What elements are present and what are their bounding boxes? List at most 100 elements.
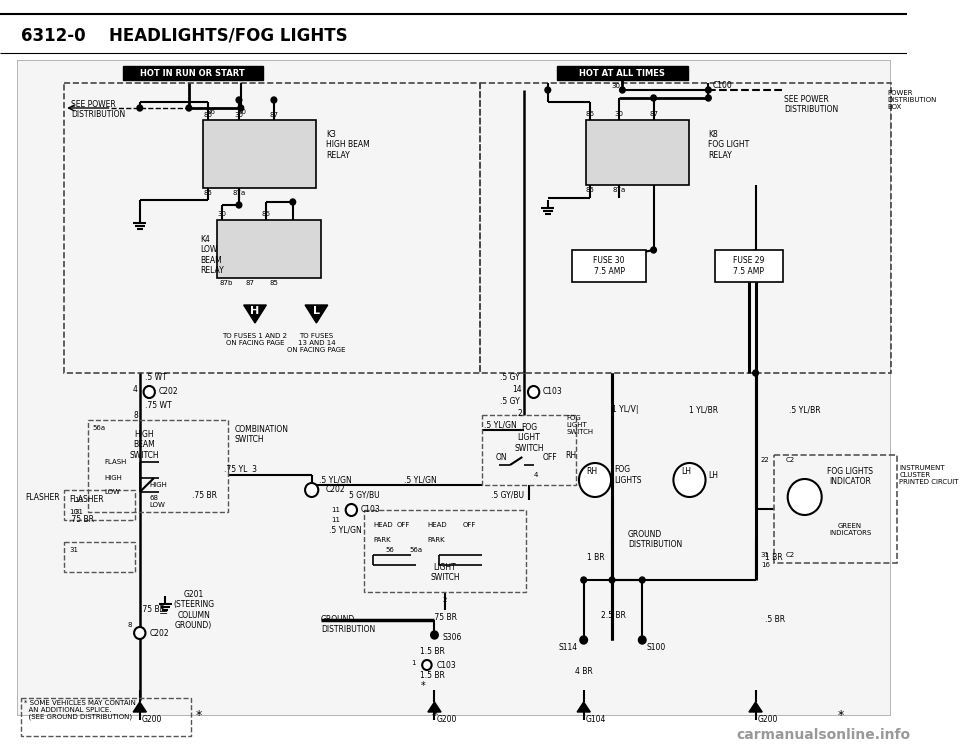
Text: 85: 85: [586, 187, 595, 193]
Bar: [17, 60, 890, 715]
Text: 1: 1: [411, 660, 416, 666]
Polygon shape: [133, 702, 146, 712]
Text: * SOME VEHICLES MAY CONTAIN
  AN ADDITIONAL SPLICE.
  (SEE GROUND DISTRIBUTION): * SOME VEHICLES MAY CONTAIN AN ADDITIONA…: [24, 700, 135, 721]
Text: 30: 30: [234, 112, 244, 118]
Text: C202: C202: [158, 387, 179, 397]
Text: FLASH: FLASH: [105, 459, 128, 465]
Text: 56a: 56a: [409, 547, 422, 553]
Text: *: *: [195, 709, 202, 721]
Text: 30: 30: [614, 111, 623, 117]
Text: 4 BR: 4 BR: [575, 668, 592, 677]
Text: 30: 30: [237, 109, 247, 115]
Polygon shape: [305, 305, 327, 323]
Text: TO FUSES
13 AND 14
ON FACING PAGE: TO FUSES 13 AND 14 ON FACING PAGE: [287, 333, 346, 353]
Circle shape: [545, 87, 551, 93]
Text: HIGH
BEAM
SWITCH: HIGH BEAM SWITCH: [130, 430, 159, 460]
Text: C202: C202: [325, 486, 346, 495]
Text: 31: 31: [760, 552, 770, 558]
Text: 2.5 BR: 2.5 BR: [601, 610, 625, 619]
Text: HIGH: HIGH: [149, 482, 167, 488]
Text: 16: 16: [760, 562, 770, 568]
Text: FUSE 29
7.5 AMP: FUSE 29 7.5 AMP: [733, 257, 765, 276]
Text: 68: 68: [149, 495, 158, 501]
Text: 85: 85: [270, 280, 278, 286]
Text: C103: C103: [437, 660, 456, 669]
Circle shape: [753, 370, 758, 376]
Text: 2: 2: [517, 409, 522, 418]
Text: L: L: [313, 306, 320, 316]
Polygon shape: [428, 702, 441, 712]
Text: 87: 87: [649, 111, 658, 117]
Text: 86: 86: [206, 109, 215, 115]
Text: *: *: [837, 709, 844, 721]
Text: 10: 10: [74, 497, 84, 503]
Text: C100: C100: [713, 81, 732, 90]
Text: 87: 87: [270, 112, 278, 118]
Text: INSTRUMENT
CLUSTER
PRINTED CIRCUIT: INSTRUMENT CLUSTER PRINTED CIRCUIT: [900, 465, 959, 485]
Text: HOT IN RUN OR START: HOT IN RUN OR START: [140, 69, 245, 78]
Text: GROUND
DISTRIBUTION: GROUND DISTRIBUTION: [322, 615, 375, 634]
Circle shape: [422, 660, 432, 670]
Text: H: H: [251, 306, 259, 316]
Text: 1 BR: 1 BR: [765, 554, 782, 562]
Circle shape: [706, 87, 711, 93]
Text: 14: 14: [513, 386, 522, 395]
Text: K4
LOW
BEAM
RELAY: K4 LOW BEAM RELAY: [201, 235, 224, 275]
Text: PARK: PARK: [373, 537, 391, 543]
Text: 1 BR: 1 BR: [587, 554, 605, 562]
Circle shape: [236, 202, 242, 208]
Circle shape: [137, 105, 143, 111]
Circle shape: [346, 504, 357, 516]
Text: 86: 86: [262, 211, 271, 217]
Bar: [480, 83, 891, 373]
Text: K3
HIGH BEAM
RELAY: K3 HIGH BEAM RELAY: [325, 130, 370, 160]
Bar: [222, 255, 243, 268]
Text: PARK: PARK: [428, 537, 445, 543]
Text: C103: C103: [543, 387, 563, 397]
Text: 6312-0: 6312-0: [21, 27, 85, 45]
Text: .75 BR: .75 BR: [140, 606, 165, 615]
Text: FOG LIGHTS
INDICATOR: FOG LIGHTS INDICATOR: [827, 467, 873, 486]
Text: HEAD: HEAD: [373, 522, 393, 528]
Bar: [64, 83, 480, 373]
Text: HIGH: HIGH: [105, 475, 123, 481]
Text: .75 BR: .75 BR: [192, 491, 217, 500]
Text: 8: 8: [128, 622, 132, 628]
Circle shape: [706, 95, 711, 101]
Text: S100: S100: [647, 644, 666, 653]
Text: 11: 11: [331, 507, 340, 513]
Bar: [217, 220, 322, 278]
Text: C103: C103: [361, 506, 380, 515]
Text: COMBINATION
SWITCH: COMBINATION SWITCH: [234, 425, 288, 445]
Circle shape: [639, 577, 645, 583]
Circle shape: [186, 105, 192, 111]
Bar: [64, 542, 135, 572]
Text: 11: 11: [331, 517, 340, 523]
Text: FLASHER: FLASHER: [25, 494, 60, 503]
Bar: [364, 510, 526, 592]
Bar: [21, 698, 191, 736]
Text: FLASHER: FLASHER: [69, 495, 104, 504]
Bar: [207, 160, 231, 176]
Text: 1.5 BR: 1.5 BR: [420, 648, 445, 656]
Text: FUSE 30
7.5 AMP: FUSE 30 7.5 AMP: [593, 257, 625, 276]
Circle shape: [144, 386, 155, 398]
Circle shape: [271, 97, 276, 103]
Text: 4: 4: [534, 472, 538, 478]
Text: LIGHT
SWITCH: LIGHT SWITCH: [430, 562, 460, 582]
Bar: [123, 66, 263, 80]
Text: 87b: 87b: [220, 280, 233, 286]
Text: 22: 22: [761, 457, 770, 463]
Circle shape: [638, 636, 646, 644]
Text: POWER
DISTRIBUTION
BOX: POWER DISTRIBUTION BOX: [888, 90, 937, 110]
Bar: [204, 120, 317, 188]
Text: .5 YL/BR: .5 YL/BR: [789, 406, 820, 415]
Circle shape: [290, 199, 296, 205]
Text: HEADLIGHTS/FOG LIGHTS: HEADLIGHTS/FOG LIGHTS: [108, 27, 348, 45]
Polygon shape: [749, 702, 762, 712]
Text: 85: 85: [204, 190, 212, 196]
Text: FOG
LIGHT
SWITCH: FOG LIGHT SWITCH: [566, 415, 594, 435]
Polygon shape: [577, 702, 590, 712]
Circle shape: [651, 247, 657, 253]
Text: 31: 31: [74, 509, 84, 515]
